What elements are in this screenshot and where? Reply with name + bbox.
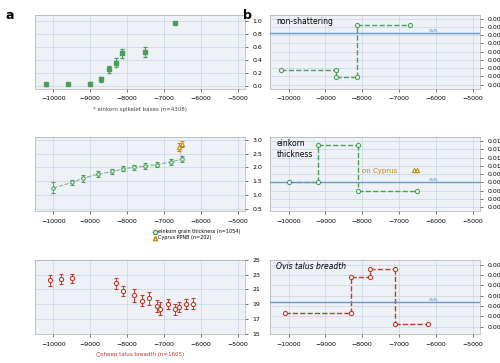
- X-axis label: * einkorn spikelet bases (n=4308): * einkorn spikelet bases (n=4308): [93, 107, 187, 112]
- X-axis label: ○sheep talus breadth (n=1605): ○sheep talus breadth (n=1605): [96, 352, 184, 357]
- Text: Ovis talus breadth: Ovis talus breadth: [276, 262, 346, 271]
- Text: ave.: ave.: [428, 178, 439, 183]
- Y-axis label: proportion non-shattering: proportion non-shattering: [272, 16, 277, 87]
- Y-axis label: talus length (mm): talus length (mm): [272, 272, 276, 322]
- Text: non-shattering: non-shattering: [276, 17, 334, 26]
- Text: ave.: ave.: [428, 297, 439, 302]
- Text: einkorn
thickness: einkorn thickness: [276, 139, 313, 159]
- Text: on Cyprus: on Cyprus: [362, 168, 398, 174]
- Text: a: a: [6, 9, 14, 21]
- Text: b: b: [243, 9, 252, 21]
- Text: ave.: ave.: [428, 28, 439, 33]
- Legend: einkorn grain thickness (n=1054), Cyprus PPNB (n=202): einkorn grain thickness (n=1054), Cyprus…: [151, 228, 242, 242]
